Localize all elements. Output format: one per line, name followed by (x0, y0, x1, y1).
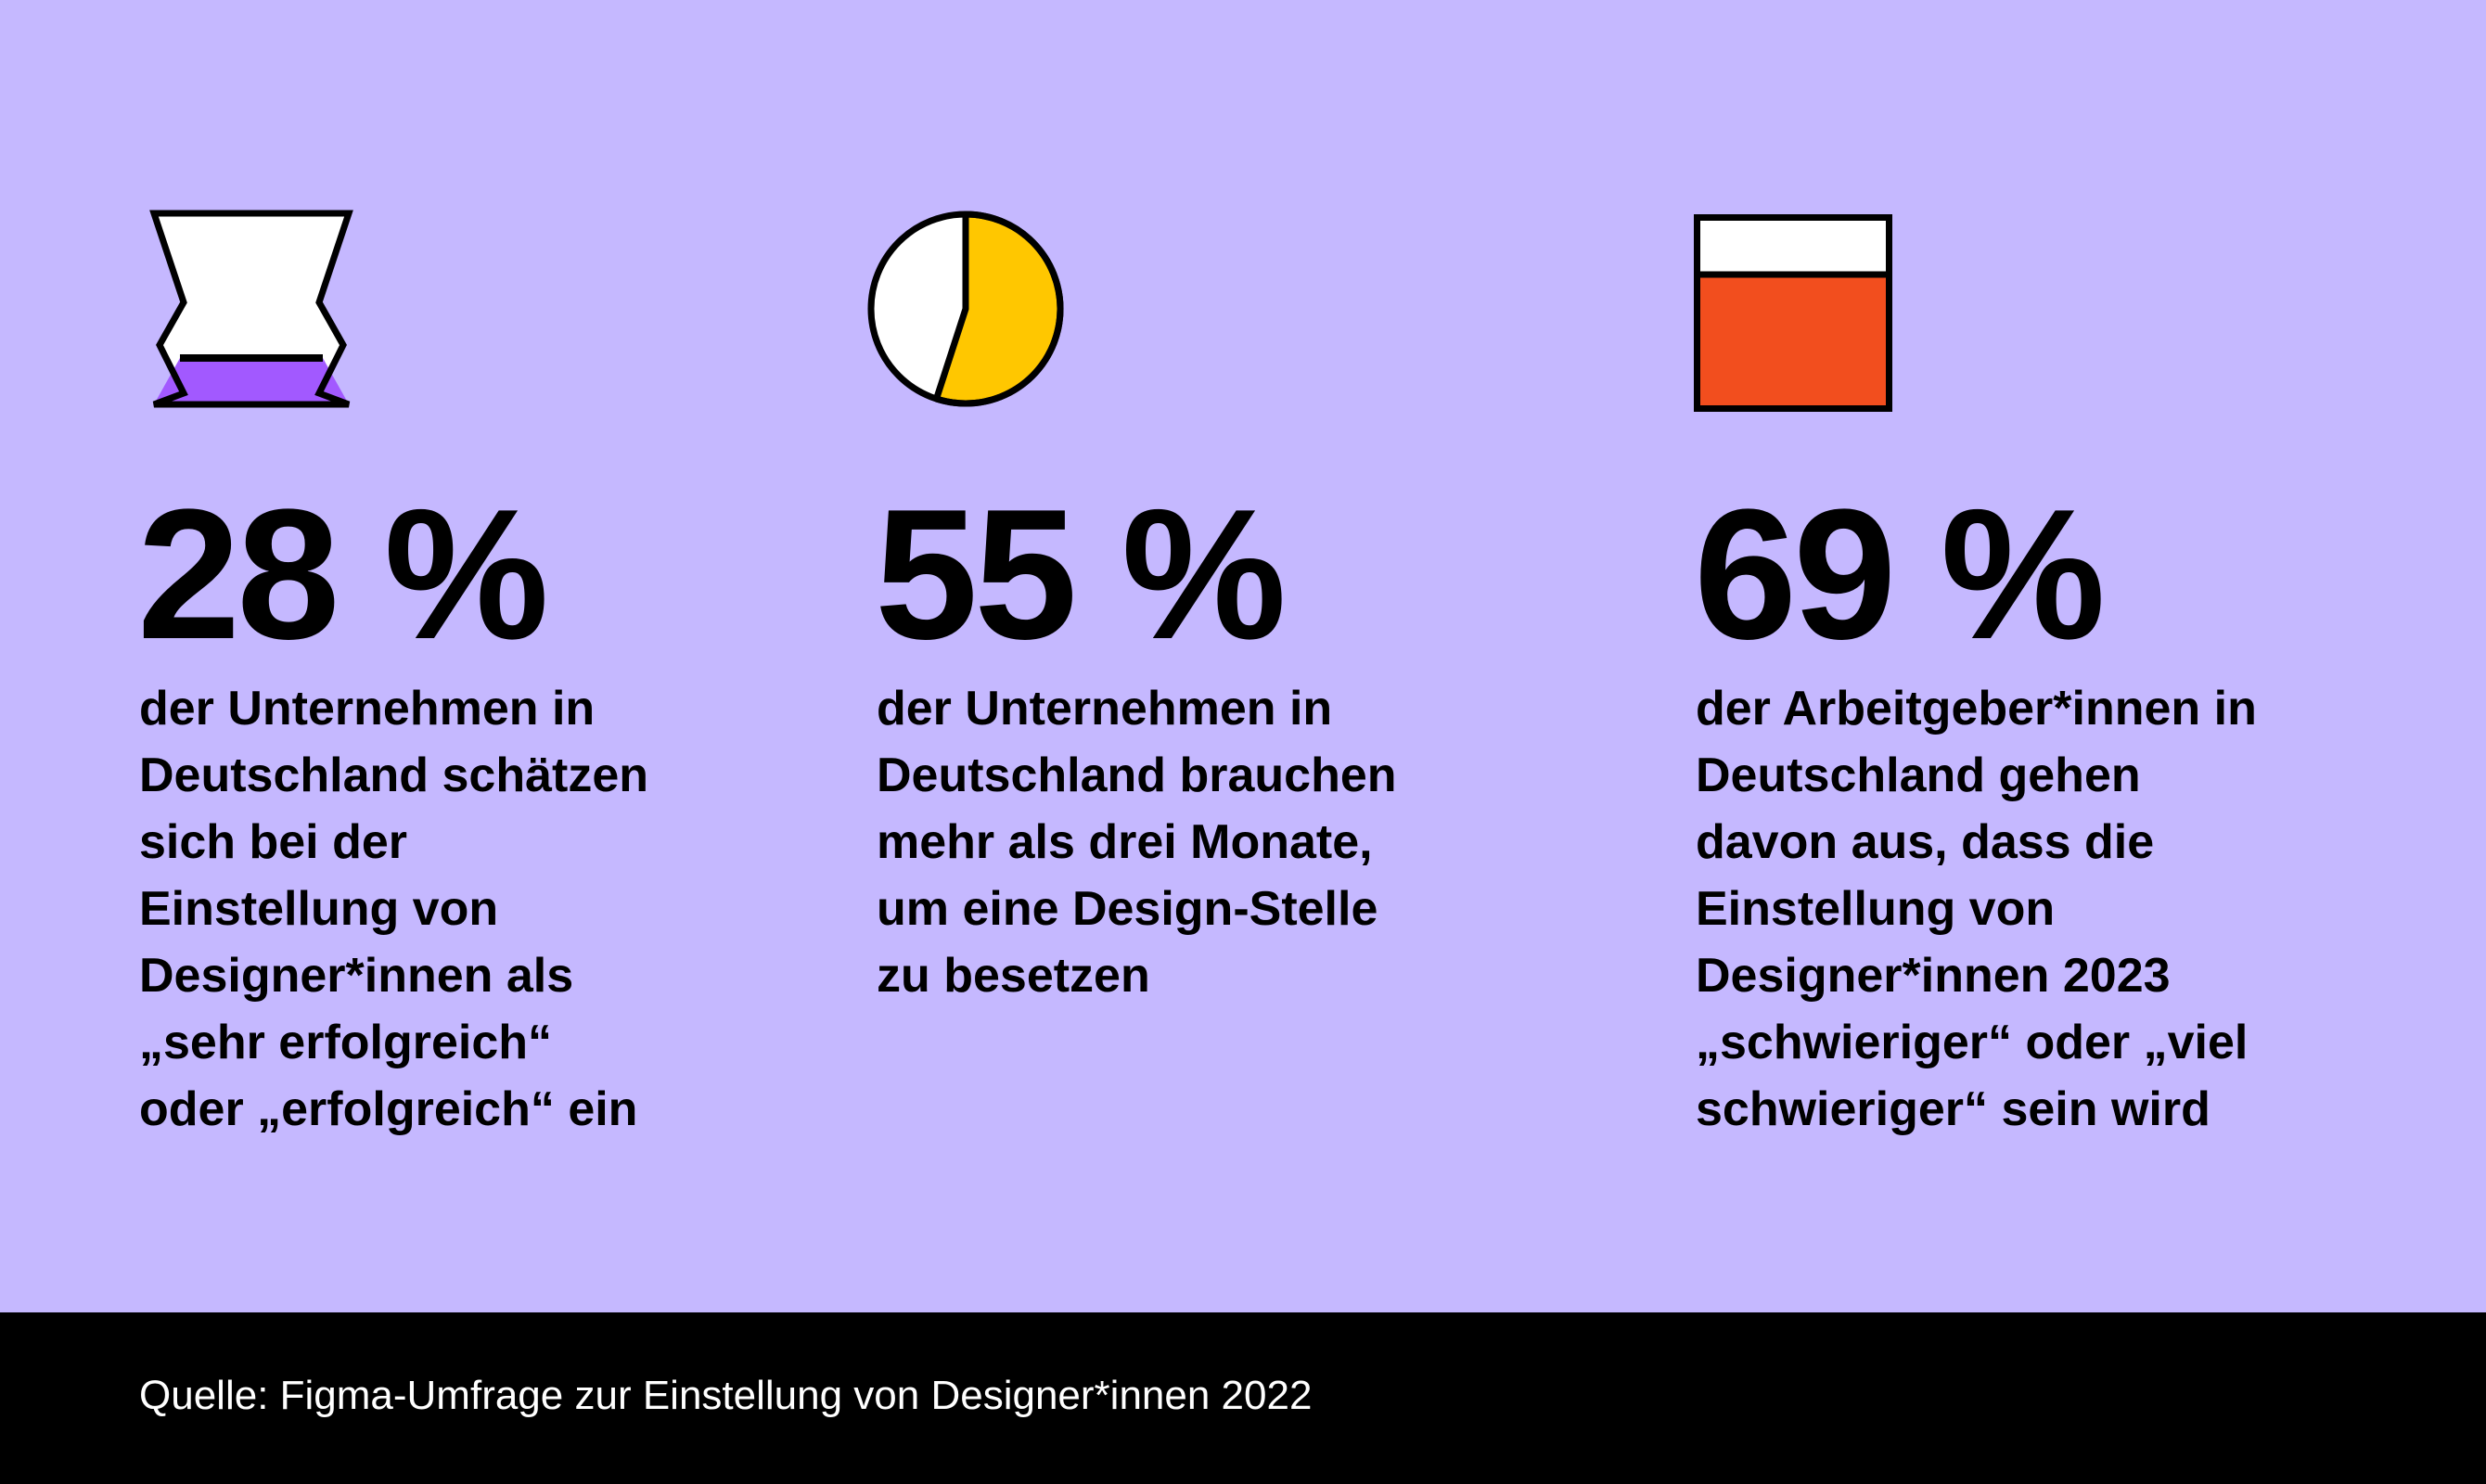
footer-bar (0, 1312, 2486, 1484)
stat-description: der Unternehmen in Deutschland brauchen … (877, 682, 1397, 1003)
stat-value: 55 % (875, 471, 1287, 678)
stat-description: der Arbeitgeber*innen in Deutschland geh… (1696, 682, 2257, 1136)
box-fill-icon (1694, 214, 1892, 412)
stat-description: der Unternehmen in Deutschland schätzen … (139, 682, 649, 1136)
source-note: Quelle: Figma-Umfrage zur Einstellung vo… (139, 1373, 1313, 1418)
hourglass-icon (149, 210, 353, 408)
pie-icon (867, 211, 1064, 407)
stat-value: 28 % (137, 471, 549, 678)
stat-value: 69 % (1694, 471, 2106, 678)
hourglass-fill (154, 358, 349, 404)
